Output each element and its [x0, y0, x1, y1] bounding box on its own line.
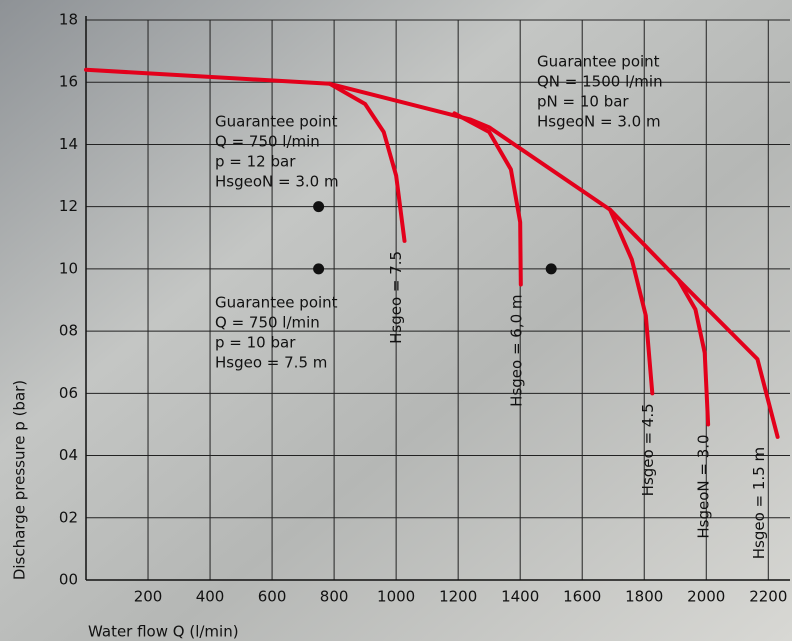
- pump-curve: [84, 67, 780, 439]
- guarantee-point: [313, 263, 325, 275]
- annotation: HsgeoN = 3.0 m: [537, 113, 661, 131]
- x-tick-label: 1000: [377, 588, 415, 606]
- curve-label: HsgeoN = 3.0: [695, 434, 713, 538]
- x-tick-label: 2000: [687, 588, 725, 606]
- x-tick-label: 600: [258, 588, 287, 606]
- annotation: p = 12 bar: [215, 153, 296, 171]
- annotation: HsgeoN = 3.0 m: [215, 173, 339, 191]
- y-tick-label: 10: [59, 259, 78, 277]
- annotation: Q = 750 l/min: [215, 314, 320, 332]
- pump-curve: [452, 111, 523, 287]
- curve-label: Hsgeo = 7.5: [387, 251, 405, 344]
- guarantee-point: [545, 263, 557, 275]
- pump-curve: [676, 277, 711, 427]
- x-tick-label: 1800: [625, 588, 663, 606]
- y-tick-label: 12: [59, 197, 78, 215]
- y-tick-label: 18: [59, 11, 78, 29]
- y-tick-label: 04: [59, 446, 78, 464]
- x-tick-label: 400: [196, 588, 225, 606]
- x-tick-label: 1600: [563, 588, 601, 606]
- x-tick-label: 200: [134, 588, 163, 606]
- x-tick-label: 800: [320, 588, 349, 606]
- y-tick-label: 00: [59, 571, 78, 589]
- curve-label: Hsgeo = 1.5 m: [750, 447, 768, 559]
- pump-curve: [608, 207, 655, 396]
- x-tick-label: 2200: [749, 588, 787, 606]
- curve-label: Hsgeo = 4.5: [639, 403, 657, 496]
- x-axis-title: Water flow Q (l/min): [88, 623, 239, 641]
- annotation: QN = 1500 l/min: [537, 73, 663, 91]
- y-tick-label: 14: [59, 135, 78, 153]
- annotation: Guarantee point: [215, 294, 338, 312]
- annotation: pN = 10 bar: [537, 93, 629, 111]
- annotation: p = 10 bar: [215, 334, 296, 352]
- annotation: Guarantee point: [537, 53, 660, 71]
- annotation: Q = 750 l/min: [215, 133, 320, 151]
- annotation: Hsgeo = 7.5 m: [215, 354, 327, 372]
- y-tick-label: 16: [59, 73, 78, 91]
- pump-curve: [327, 81, 407, 243]
- y-axis-title: Discharge pressure p (bar): [11, 380, 29, 580]
- annotation: Guarantee point: [215, 113, 338, 131]
- curve-label: Hsgeo = 6,0 m: [507, 294, 525, 406]
- x-tick-label: 1200: [439, 588, 477, 606]
- guarantee-point: [313, 201, 325, 213]
- y-tick-label: 08: [59, 322, 78, 340]
- y-tick-label: 06: [59, 384, 78, 402]
- y-tick-label: 02: [59, 508, 78, 526]
- x-tick-label: 1400: [501, 588, 539, 606]
